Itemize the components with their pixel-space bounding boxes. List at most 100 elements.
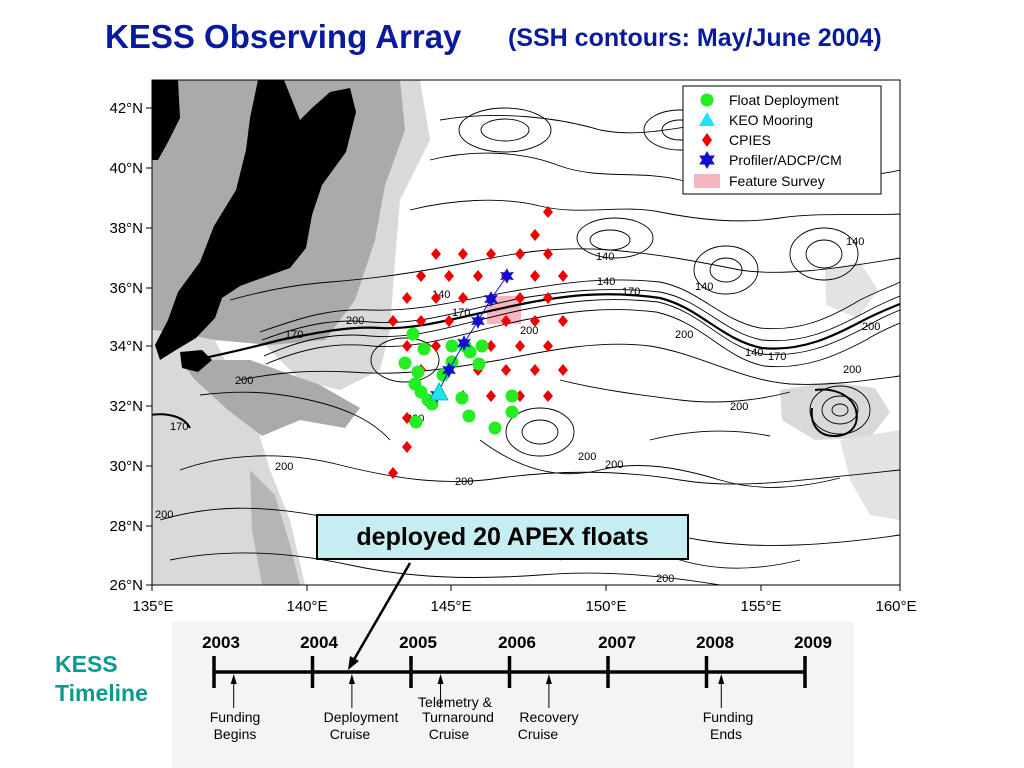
contour-label: 170 <box>768 351 786 363</box>
float-marker <box>472 357 486 371</box>
callout-arrowhead <box>348 656 359 670</box>
year-label: 2006 <box>498 633 536 652</box>
year-label: 2005 <box>399 633 437 652</box>
event-label: Cruise <box>518 726 559 742</box>
lon-label: 160°E <box>875 598 916 615</box>
event-arrowhead <box>545 674 552 684</box>
cpies-marker <box>473 270 483 282</box>
year-label: 2008 <box>696 633 734 652</box>
cpies-marker <box>431 292 441 304</box>
cpies-marker <box>501 364 511 376</box>
event-label: Cruise <box>330 726 371 742</box>
cpies-marker <box>530 229 540 241</box>
lon-label: 150°E <box>585 598 626 615</box>
page-subtitle: (SSH contours: May/June 2004) <box>508 24 882 52</box>
cpies-marker <box>486 248 496 260</box>
cpies-marker <box>515 248 525 260</box>
contour-label: 200 <box>235 375 253 387</box>
event-label: Deployment <box>324 709 399 725</box>
profiler-marker <box>471 313 485 329</box>
cpies-marker <box>458 292 468 304</box>
cpies-marker <box>543 206 553 218</box>
contour-label: 170 <box>285 329 303 341</box>
event-arrowhead <box>348 674 355 684</box>
cpies-marker <box>402 340 412 352</box>
lat-label: 28°N <box>109 518 143 535</box>
cpies-marker <box>543 248 553 260</box>
cpies-marker <box>402 441 412 453</box>
legend-survey-icon <box>694 174 720 188</box>
cpies-marker <box>458 248 468 260</box>
shelf-region <box>250 470 300 585</box>
float-marker <box>455 391 469 405</box>
contour-label: 170 <box>170 421 188 433</box>
contour-label: 200 <box>346 315 364 327</box>
float-marker <box>462 409 476 423</box>
cpies-marker <box>402 292 412 304</box>
cpies-marker <box>530 270 540 282</box>
cpies-marker <box>486 340 496 352</box>
lon-label: 155°E <box>740 598 781 615</box>
event-label: Turnaround <box>422 709 494 725</box>
float-marker <box>417 342 431 356</box>
float-markers <box>398 327 519 435</box>
event-arrowhead <box>437 674 444 684</box>
cpies-marker <box>530 315 540 327</box>
callout-text: deployed 20 APEX floats <box>356 523 649 551</box>
cpies-marker <box>416 270 426 282</box>
contour-label: 200 <box>455 476 473 488</box>
event-arrowhead <box>230 674 237 684</box>
float-marker <box>398 356 412 370</box>
contour-label: 140 <box>596 251 614 263</box>
lon-label: 140°E <box>286 598 327 615</box>
contour-label: 170 <box>622 286 640 298</box>
timeline-side-label-line2: Timeline <box>55 680 148 706</box>
cpies-marker <box>388 467 398 479</box>
contour-label: 200 <box>730 401 748 413</box>
contour-label: 140 <box>695 281 713 293</box>
year-label: 2007 <box>598 633 636 652</box>
contour-label: 200 <box>520 325 538 337</box>
profiler-marker <box>442 362 456 378</box>
profiler-marker <box>500 268 514 284</box>
contour-label: 140 <box>745 347 763 359</box>
legend-label: Profiler/ADCP/CM <box>729 152 842 168</box>
cpies-marker <box>444 270 454 282</box>
cpies-marker <box>515 292 525 304</box>
timeline-side-label-line1: KESS <box>55 651 118 677</box>
profiler-line <box>436 275 508 396</box>
event-arrowhead <box>718 674 725 684</box>
contour-label: 200 <box>675 329 693 341</box>
legend-label: KEO Mooring <box>729 112 813 128</box>
lat-label: 38°N <box>109 220 143 237</box>
event-label: Funding <box>703 709 754 725</box>
cpies-marker <box>530 364 540 376</box>
cpies-marker <box>402 412 412 424</box>
map-frame <box>151 79 901 586</box>
float-marker <box>409 415 423 429</box>
float-marker <box>488 421 502 435</box>
lat-label: 36°N <box>109 280 143 297</box>
page-title: KESS Observing Array <box>105 18 462 55</box>
profiler-marker <box>457 335 471 351</box>
contour-label: 200 <box>578 451 596 463</box>
contour-label: 140 <box>846 236 864 248</box>
cpies-marker <box>431 248 441 260</box>
float-marker <box>445 339 459 353</box>
cpies-marker <box>444 315 454 327</box>
callout-box: deployed 20 APEX floats <box>316 514 689 560</box>
cpies-marker <box>543 292 553 304</box>
cpies-marker <box>558 270 568 282</box>
year-label: 2004 <box>300 633 338 652</box>
cpies-marker <box>543 390 553 402</box>
event-label: Ends <box>710 726 742 742</box>
cpies-marker <box>558 364 568 376</box>
legend-float-icon <box>700 93 714 107</box>
float-marker <box>475 339 489 353</box>
float-marker <box>463 345 477 359</box>
legend-label: CPIES <box>729 132 771 148</box>
event-label: Funding <box>210 709 261 725</box>
land-mass <box>180 350 212 372</box>
event-label: Cruise <box>429 726 470 742</box>
